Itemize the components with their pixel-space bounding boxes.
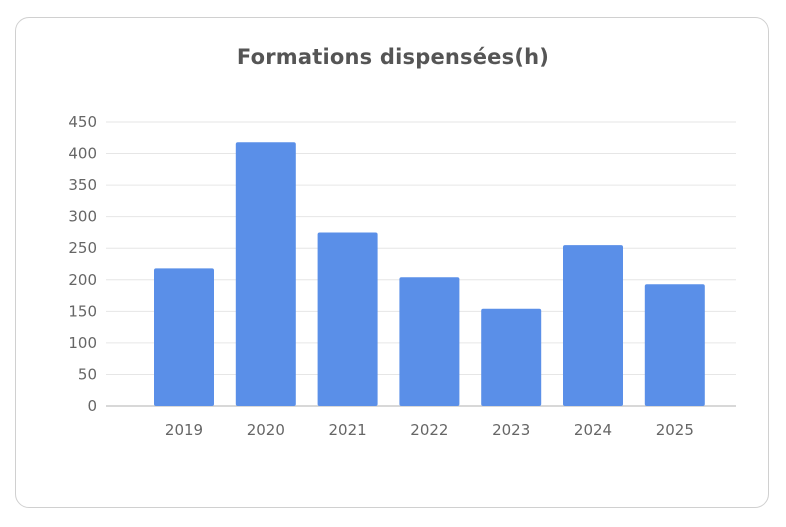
y-tick-label: 100 xyxy=(68,334,97,352)
bar-2022[interactable] xyxy=(399,277,460,406)
y-tick-label: 150 xyxy=(68,302,97,320)
y-tick-label: 250 xyxy=(68,239,97,257)
bar-2019[interactable] xyxy=(154,268,214,406)
bar-2024[interactable] xyxy=(563,245,623,406)
y-tick-label: 400 xyxy=(68,145,97,163)
y-tick-label: 350 xyxy=(68,176,97,194)
bar-2025[interactable] xyxy=(644,284,705,406)
x-tick-label: 2025 xyxy=(656,421,694,439)
bars xyxy=(154,142,705,406)
bar-2020[interactable] xyxy=(235,142,296,406)
x-tick-label: 2020 xyxy=(247,421,285,439)
x-tick-label: 2023 xyxy=(492,421,530,439)
x-tick-label: 2022 xyxy=(410,421,448,439)
y-tick-label: 200 xyxy=(68,271,97,289)
x-tick-label: 2024 xyxy=(574,421,612,439)
y-tick-label: 0 xyxy=(87,397,97,415)
chart-card xyxy=(15,17,769,508)
x-axis-ticks: 2019 2020 2021 2022 2023 2024 2025 xyxy=(165,421,694,439)
x-tick-label: 2019 xyxy=(165,421,203,439)
chart-title: Formations dispensées(h) xyxy=(236,45,550,69)
y-tick-label: 450 xyxy=(68,113,97,131)
y-tick-label: 50 xyxy=(78,365,97,383)
bar-2023[interactable] xyxy=(481,308,542,406)
y-axis-ticks: 0 50 100 150 200 250 300 350 400 450 xyxy=(68,113,97,415)
bar-2021[interactable] xyxy=(317,232,378,406)
y-tick-label: 300 xyxy=(68,208,97,226)
x-tick-label: 2021 xyxy=(329,421,367,439)
